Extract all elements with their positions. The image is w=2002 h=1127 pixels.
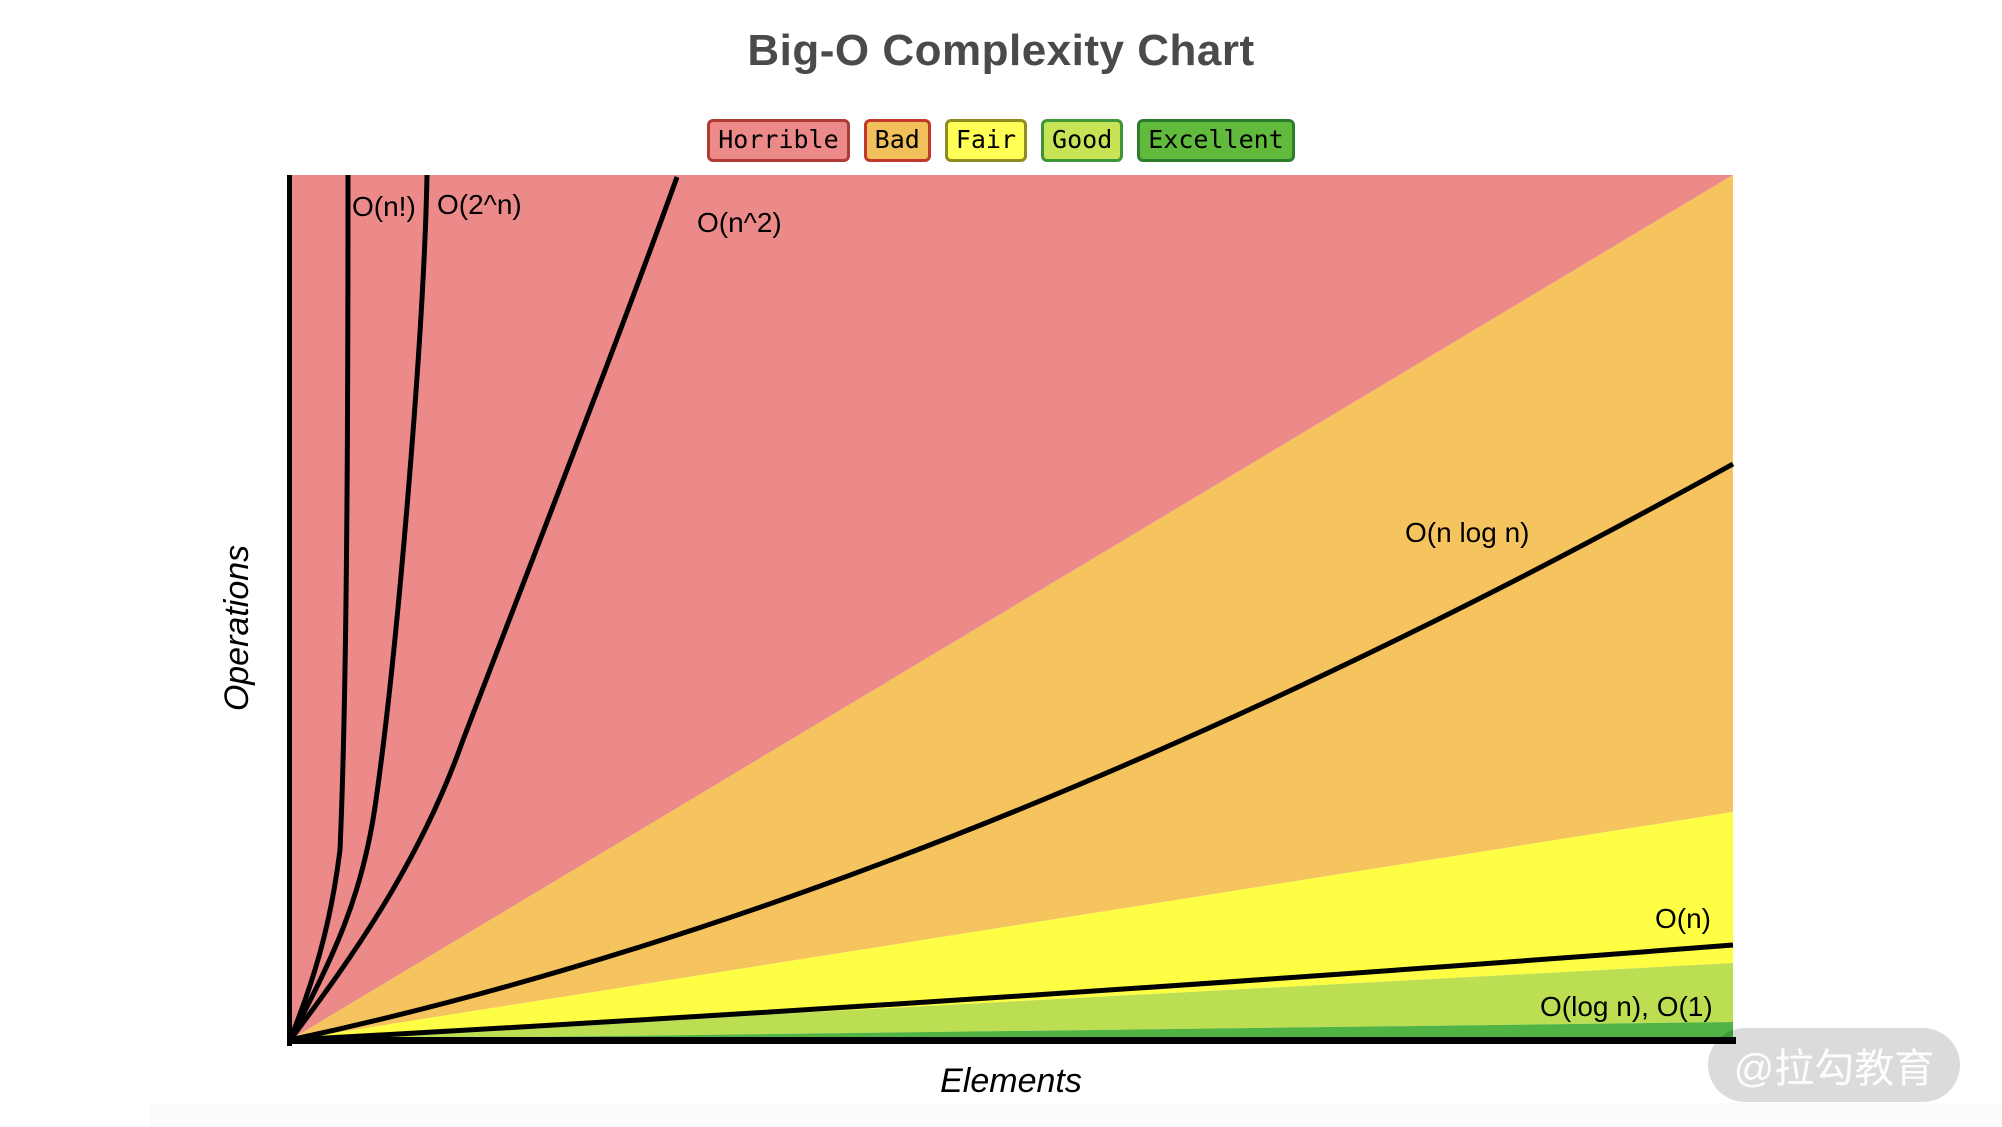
watermark-pill: @拉勾教育 bbox=[1708, 1028, 1960, 1102]
curve-o-n-factorial bbox=[287, 174, 351, 1041]
curve-o-n bbox=[289, 942, 1734, 1043]
curve-label-o-n-squared: O(n^2) bbox=[697, 207, 782, 238]
x-axis bbox=[287, 1037, 1736, 1044]
legend-badge-good: Good bbox=[1041, 119, 1124, 162]
curve-label-o-log-n-o-1: O(log n), O(1) bbox=[1540, 991, 1713, 1022]
curve-label-o-n-factorial: O(n!) bbox=[352, 191, 416, 222]
curve-label-o-n-log-n: O(n log n) bbox=[1405, 517, 1530, 548]
legend-badge-fair: Fair bbox=[944, 119, 1028, 162]
curve-label-o-2-pow-n: O(2^n) bbox=[437, 189, 522, 220]
region-fair bbox=[290, 812, 1733, 1040]
y-axis-label: Operations bbox=[218, 545, 256, 711]
legend-badge-excellent: Excellent bbox=[1137, 119, 1295, 162]
curve-label-o-n: O(n) bbox=[1655, 903, 1711, 934]
y-axis bbox=[287, 175, 292, 1046]
legend: Horrible Bad Fair Good Excellent bbox=[0, 119, 2002, 162]
legend-badge-horrible: Horrible bbox=[707, 119, 850, 162]
region-excellent bbox=[290, 1022, 1733, 1040]
legend-badge-bad: Bad bbox=[863, 119, 931, 162]
curve-o-2-pow-n bbox=[287, 174, 430, 1042]
region-bad bbox=[290, 175, 1733, 1040]
curve-o-n-log-n bbox=[289, 461, 1735, 1043]
bottom-strip bbox=[150, 1103, 2002, 1127]
watermark-text: @拉勾教育 bbox=[1733, 1047, 1935, 1091]
x-axis-label: Elements bbox=[940, 1062, 1082, 1100]
chart-title: Big-O Complexity Chart bbox=[747, 26, 1255, 75]
curve-o-n-squared bbox=[288, 176, 680, 1042]
